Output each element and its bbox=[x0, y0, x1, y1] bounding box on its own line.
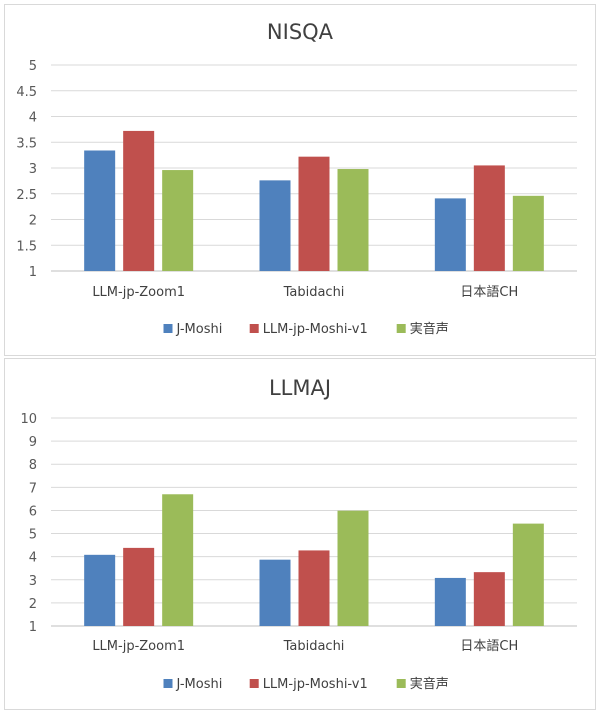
bar---1 bbox=[162, 170, 194, 271]
y-tick-label: 6 bbox=[29, 504, 37, 519]
y-tick-label: 2 bbox=[29, 214, 37, 229]
llmaj-chart-panel: LLMAJ 1 2 3 4 5 6 7 8 9 10 LLM-jp-Zoom1 Tabidachi 日本… bbox=[4, 358, 596, 710]
y-tick-label: 3.5 bbox=[16, 136, 37, 151]
x-category-label: 日本語CH bbox=[460, 638, 518, 654]
bar-j-moshi-3 bbox=[434, 198, 466, 271]
legend-label: LLM-jp-Moshi-v1 bbox=[263, 322, 368, 337]
nisqa-chart: NISQA 1 1.5 2 2.5 3 3.5 4 4.5 5 LLM-jp-Zoom1 Tabid… bbox=[16, 20, 577, 337]
bar---3 bbox=[512, 195, 544, 271]
legend-swatch bbox=[249, 324, 259, 333]
bar-llm-jp-moshi-v1-2 bbox=[298, 156, 330, 271]
y-tick-label: 5 bbox=[29, 528, 37, 543]
legend-label: 実音声 bbox=[410, 321, 449, 337]
y-tick-label: 1 bbox=[29, 265, 37, 280]
y-tick-label: 1.5 bbox=[16, 239, 37, 254]
legend-label: LLM-jp-Moshi-v1 bbox=[263, 677, 368, 692]
bar-j-moshi-2 bbox=[259, 180, 291, 271]
legend-swatch bbox=[163, 324, 173, 333]
bar-llm-jp-moshi-v1-3 bbox=[473, 572, 505, 626]
legend-label: J-Moshi bbox=[176, 677, 223, 692]
y-tick-label: 2.5 bbox=[16, 188, 37, 203]
llmaj-chart: LLMAJ 1 2 3 4 5 6 7 8 9 10 LLM-jp-Zoom1 Tabidachi 日本… bbox=[20, 376, 577, 692]
bar---2 bbox=[337, 510, 369, 626]
y-tick-label: 8 bbox=[29, 458, 37, 473]
legend-swatch bbox=[396, 679, 406, 688]
bar-llm-jp-moshi-v1-1 bbox=[123, 130, 155, 271]
legend-swatch bbox=[249, 679, 259, 688]
bar---3 bbox=[512, 523, 544, 626]
x-category-label: 日本語CH bbox=[460, 284, 518, 300]
chart-title: NISQA bbox=[267, 20, 334, 44]
legend-label: 実音声 bbox=[410, 676, 449, 692]
y-tick-label: 2 bbox=[29, 597, 37, 612]
y-tick-label: 9 bbox=[29, 435, 37, 450]
x-category-label: LLM-jp-Zoom1 bbox=[92, 639, 185, 654]
x-category-label: LLM-jp-Zoom1 bbox=[92, 285, 185, 300]
bar-j-moshi-2 bbox=[259, 559, 291, 626]
bar-j-moshi-3 bbox=[434, 577, 466, 626]
legend-label: J-Moshi bbox=[176, 322, 223, 337]
bar---1 bbox=[162, 494, 194, 626]
bar-llm-jp-moshi-v1-2 bbox=[298, 550, 330, 626]
y-tick-label: 3 bbox=[29, 574, 37, 589]
bar-j-moshi-1 bbox=[84, 150, 116, 271]
x-category-label: Tabidachi bbox=[283, 639, 345, 654]
bar-llm-jp-moshi-v1-1 bbox=[123, 547, 155, 626]
x-category-label: Tabidachi bbox=[283, 285, 345, 300]
y-tick-label: 4 bbox=[29, 551, 37, 566]
y-tick-label: 1 bbox=[29, 620, 37, 635]
bar-llm-jp-moshi-v1-3 bbox=[473, 165, 505, 271]
legend-swatch bbox=[163, 679, 173, 688]
y-tick-label: 10 bbox=[20, 412, 37, 427]
y-tick-label: 3 bbox=[29, 162, 37, 177]
y-tick-label: 4.5 bbox=[16, 85, 37, 100]
bar---2 bbox=[337, 169, 369, 271]
nisqa-chart-panel: NISQA 1 1.5 2 2.5 3 3.5 4 4.5 5 LLM-jp-Zoom1 Tabid… bbox=[4, 4, 596, 356]
bar-j-moshi-1 bbox=[84, 554, 116, 626]
y-tick-label: 4 bbox=[29, 111, 37, 126]
y-tick-label: 5 bbox=[29, 59, 37, 74]
chart-title: LLMAJ bbox=[269, 376, 331, 400]
y-tick-label: 7 bbox=[29, 481, 37, 496]
legend-swatch bbox=[396, 324, 406, 333]
